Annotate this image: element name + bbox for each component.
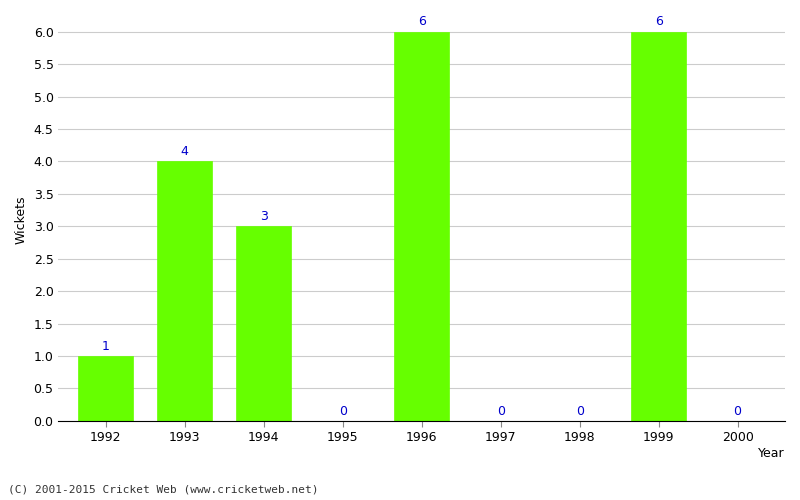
Bar bbox=[157, 162, 213, 421]
Text: (C) 2001-2015 Cricket Web (www.cricketweb.net): (C) 2001-2015 Cricket Web (www.cricketwe… bbox=[8, 485, 318, 495]
Text: 0: 0 bbox=[497, 404, 505, 417]
Text: 4: 4 bbox=[181, 145, 189, 158]
Text: 0: 0 bbox=[576, 404, 584, 417]
Text: 6: 6 bbox=[418, 16, 426, 28]
Bar bbox=[236, 226, 291, 421]
Bar bbox=[78, 356, 134, 421]
Text: 1: 1 bbox=[102, 340, 110, 352]
Text: 0: 0 bbox=[338, 404, 346, 417]
X-axis label: Year: Year bbox=[758, 447, 785, 460]
Y-axis label: Wickets: Wickets bbox=[15, 196, 28, 244]
Text: 0: 0 bbox=[734, 404, 742, 417]
Bar bbox=[631, 32, 686, 421]
Text: 6: 6 bbox=[654, 16, 662, 28]
Text: 3: 3 bbox=[260, 210, 268, 223]
Bar bbox=[394, 32, 450, 421]
